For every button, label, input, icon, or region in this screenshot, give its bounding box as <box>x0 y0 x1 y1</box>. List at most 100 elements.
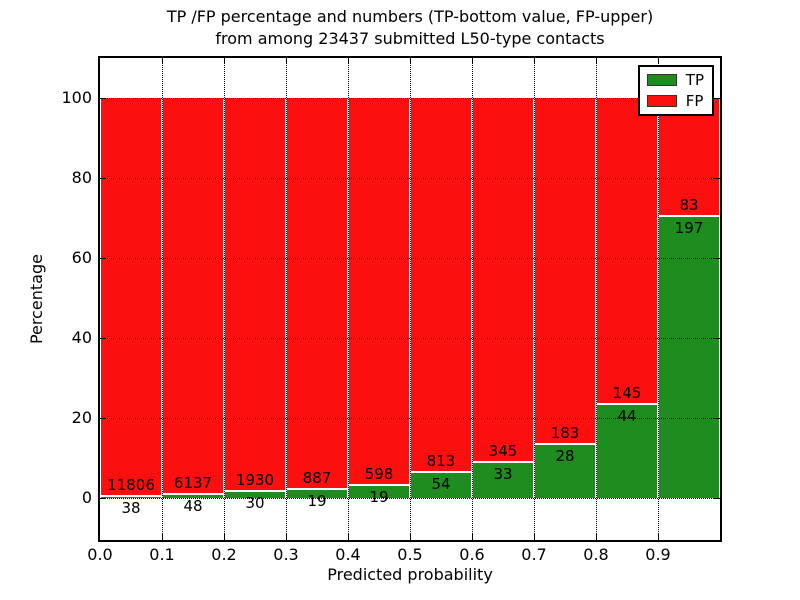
chart-title-line2: from among 23437 submitted L50-type cont… <box>215 29 605 48</box>
legend: TP FP <box>637 65 714 116</box>
x-axis-label: Predicted probability <box>327 565 493 584</box>
x-tick-mark-top <box>409 58 411 64</box>
y-tick-mark-right <box>714 417 720 419</box>
x-tick-label: 0.2 <box>211 545 237 564</box>
chart-title: TP /FP percentage and numbers (TP-bottom… <box>100 6 720 50</box>
bar-segment-fp <box>472 98 534 464</box>
bars-layer <box>100 58 720 540</box>
tp-count-label: 54 <box>431 475 451 494</box>
y-tick-mark <box>100 97 106 99</box>
fp-count-label: 813 <box>426 452 456 471</box>
horizontal-gridline <box>100 337 720 339</box>
vertical-gridline <box>595 58 597 540</box>
y-tick-mark <box>100 497 106 499</box>
x-tick-label: 0.8 <box>583 545 609 564</box>
y-tick-label: 100 <box>61 88 92 107</box>
x-tick-label: 0.7 <box>521 545 547 564</box>
y-tick-mark-right <box>714 337 720 339</box>
horizontal-gridline <box>100 497 720 499</box>
fp-count-label: 345 <box>488 442 518 461</box>
legend-entry: FP <box>646 92 704 110</box>
y-axis-label: Percentage <box>27 254 46 345</box>
x-tick-mark-top <box>657 58 659 64</box>
x-tick-label: 0.1 <box>149 545 175 564</box>
y-tick-mark-right <box>714 97 720 99</box>
vertical-gridline <box>161 58 163 540</box>
tp-count-label: 19 <box>369 487 389 506</box>
horizontal-gridline <box>100 417 720 419</box>
chart-title-line1: TP /FP percentage and numbers (TP-bottom… <box>166 7 654 26</box>
y-tick-label: 0 <box>81 488 92 507</box>
x-tick-mark <box>285 534 287 540</box>
x-tick-label: 0.3 <box>273 545 299 564</box>
x-tick-mark-top <box>223 58 225 64</box>
y-tick-mark-right <box>714 177 720 179</box>
ticks-layer <box>100 58 720 540</box>
fp-count-label: 183 <box>550 423 580 442</box>
x-tick-label: 0.5 <box>397 545 423 564</box>
legend-swatch-tp <box>646 74 677 86</box>
x-tick-label: 0.0 <box>87 545 113 564</box>
tp-count-label: 28 <box>555 446 575 465</box>
vertical-gridline <box>409 58 411 540</box>
y-tick-mark <box>100 337 106 339</box>
plot-area: 11806 38 6137 48 1930 30 887 19 598 19 813 54 345 33 1… <box>98 56 722 542</box>
x-tick-mark <box>161 534 163 540</box>
y-tick-mark-right <box>714 497 720 499</box>
fp-count-label: 145 <box>612 383 642 402</box>
x-tick-mark-top <box>285 58 287 64</box>
tp-count-label: 48 <box>183 496 203 515</box>
bar-segment-fp <box>596 98 658 405</box>
x-tick-label: 0.4 <box>335 545 361 564</box>
fp-count-label: 598 <box>364 464 394 483</box>
legend-label-tp: TP <box>685 71 704 89</box>
fp-count-label: 1930 <box>235 470 275 489</box>
vertical-gridline <box>347 58 349 540</box>
bar-segment-tp <box>658 216 720 498</box>
y-tick-label: 60 <box>71 248 92 267</box>
x-tick-mark <box>347 534 349 540</box>
x-tick-mark <box>595 534 597 540</box>
vertical-gridline <box>533 58 535 540</box>
x-tick-mark-top <box>471 58 473 64</box>
fp-count-label: 887 <box>302 468 332 487</box>
bar-segment-fp <box>224 98 286 492</box>
tp-count-label: 197 <box>674 218 704 237</box>
bar-segment-fp <box>162 98 224 495</box>
bar-segment-fp <box>410 98 472 474</box>
y-tick-label: 80 <box>71 168 92 187</box>
fp-count-label: 6137 <box>173 473 213 492</box>
x-tick-mark <box>533 534 535 540</box>
x-tick-label: 0.9 <box>645 545 671 564</box>
vertical-gridline <box>223 58 225 540</box>
y-tick-label: 40 <box>71 328 92 347</box>
x-tick-mark <box>657 534 659 540</box>
x-tick-mark <box>223 534 225 540</box>
gridlines-layer <box>100 58 720 540</box>
y-tick-mark <box>100 417 106 419</box>
horizontal-gridline <box>100 177 720 179</box>
bar-segment-fp <box>658 98 720 217</box>
y-tick-mark <box>100 177 106 179</box>
fp-count-label: 11806 <box>107 475 155 494</box>
horizontal-gridline <box>100 97 720 99</box>
legend-label-fp: FP <box>685 92 704 110</box>
x-tick-mark-top <box>161 58 163 64</box>
x-tick-mark-top <box>347 58 349 64</box>
vertical-gridline <box>471 58 473 540</box>
count-labels-layer: 11806 38 6137 48 1930 30 887 19 598 19 813 54 345 33 1… <box>100 58 720 540</box>
x-tick-mark-top <box>595 58 597 64</box>
y-tick-mark-right <box>714 257 720 259</box>
horizontal-gridline <box>100 257 720 259</box>
x-tick-mark <box>409 534 411 540</box>
x-tick-label: 0.6 <box>459 545 485 564</box>
x-tick-mark-top <box>533 58 535 64</box>
y-tick-mark <box>100 257 106 259</box>
tp-count-label: 30 <box>245 493 265 512</box>
tp-count-label: 44 <box>617 406 637 425</box>
tp-count-label: 38 <box>121 498 141 517</box>
vertical-gridline <box>657 58 659 540</box>
x-tick-mark <box>471 534 473 540</box>
tp-count-label: 19 <box>307 491 327 510</box>
